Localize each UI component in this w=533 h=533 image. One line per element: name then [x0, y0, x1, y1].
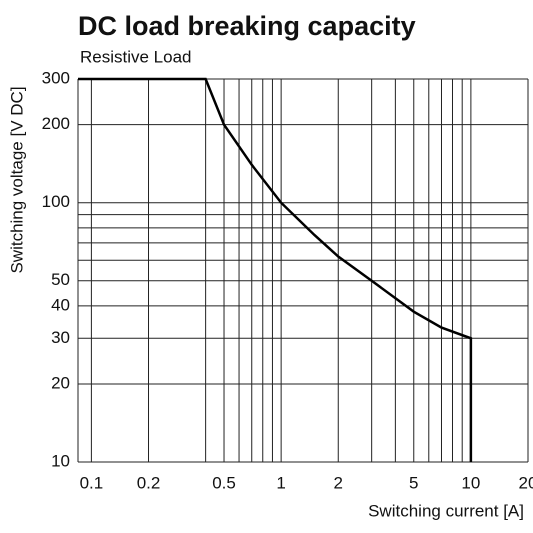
x-axis-label: Switching current [A] — [368, 501, 524, 520]
x-tick-label: 10 — [461, 473, 480, 492]
x-tick-label: 0.1 — [80, 473, 104, 492]
y-tick-label: 100 — [42, 192, 70, 211]
y-tick-label: 40 — [51, 295, 70, 314]
chart-title: DC load breaking capacity — [78, 11, 416, 41]
y-axis-label: Switching voltage [V DC] — [7, 86, 26, 273]
x-tick-label: 2 — [334, 473, 343, 492]
data-line — [78, 77, 473, 462]
x-tick-label: 0.5 — [212, 473, 236, 492]
y-tick-label: 10 — [51, 451, 70, 470]
y-tick-label: 300 — [42, 68, 70, 87]
x-tick-label: 1 — [276, 473, 285, 492]
y-tick-label: 20 — [51, 373, 70, 392]
y-tick-label: 200 — [42, 114, 70, 133]
y-tick-label: 50 — [51, 270, 70, 289]
chart-subtitle: Resistive Load — [80, 47, 192, 66]
y-tick-label: 30 — [51, 328, 70, 347]
x-tick-label: 5 — [409, 473, 418, 492]
x-tick-label: 20 — [519, 473, 533, 492]
x-tick-label: 0.2 — [137, 473, 161, 492]
